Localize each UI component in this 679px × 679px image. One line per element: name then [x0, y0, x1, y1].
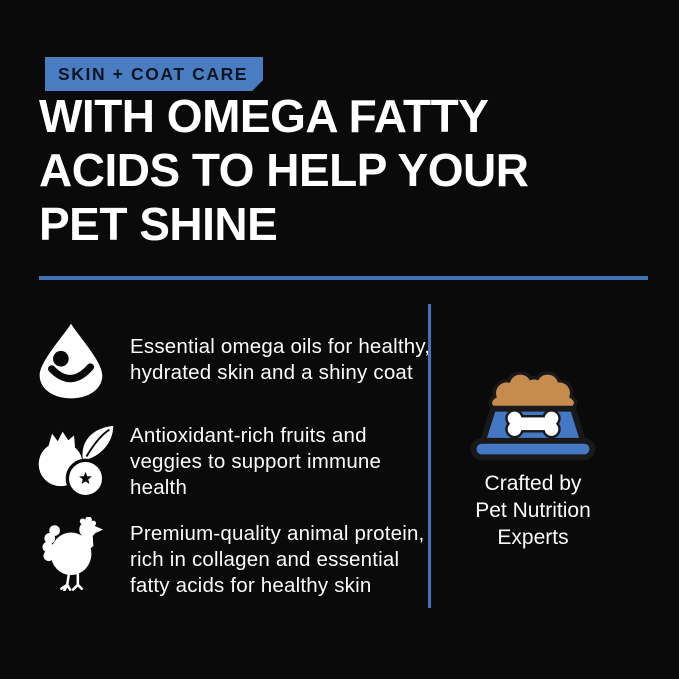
benefit-line: hydrated skin and a shiny coat [130, 361, 413, 384]
chicken-icon [42, 517, 104, 591]
benefit-line: rich in collagen and essential [130, 548, 400, 571]
caption-line: Crafted by [484, 472, 582, 495]
category-badge: SKIN + COAT CARE [45, 57, 263, 91]
page-title-line: WITH OMEGA FATTY [39, 90, 489, 142]
crafted-by-caption: Crafted by Pet Nutrition Experts [433, 470, 633, 551]
benefit-line: Essential omega oils for healthy, [130, 335, 431, 358]
benefit-text-protein: Premium-quality animal protein, rich in … [130, 521, 424, 599]
page-title: WITH OMEGA FATTY ACIDS TO HELP YOUR PET … [39, 89, 529, 251]
benefit-line: fatty acids for healthy skin [130, 574, 372, 597]
benefit-line: Antioxidant-rich fruits and [130, 424, 367, 447]
page-title-line: ACIDS TO HELP YOUR [39, 144, 529, 196]
water-droplet-icon [39, 323, 103, 399]
caption-line: Pet Nutrition [475, 499, 591, 522]
benefit-line: Premium-quality animal protein, [130, 522, 425, 545]
benefit-text-omega-oils: Essential omega oils for healthy, hydrat… [130, 334, 430, 386]
caption-line: Experts [497, 526, 569, 549]
page-title-line: PET SHINE [39, 198, 278, 250]
vertical-divider [428, 304, 431, 608]
benefit-line: health [130, 476, 188, 499]
benefit-line: veggies to support immune [130, 450, 382, 473]
blueberries-icon [38, 425, 114, 499]
horizontal-divider [39, 276, 648, 280]
pet-food-bowl-icon [470, 371, 596, 461]
benefit-text-antioxidants: Antioxidant-rich fruits and veggies to s… [130, 423, 381, 501]
category-badge-label: SKIN + COAT CARE [58, 63, 249, 84]
